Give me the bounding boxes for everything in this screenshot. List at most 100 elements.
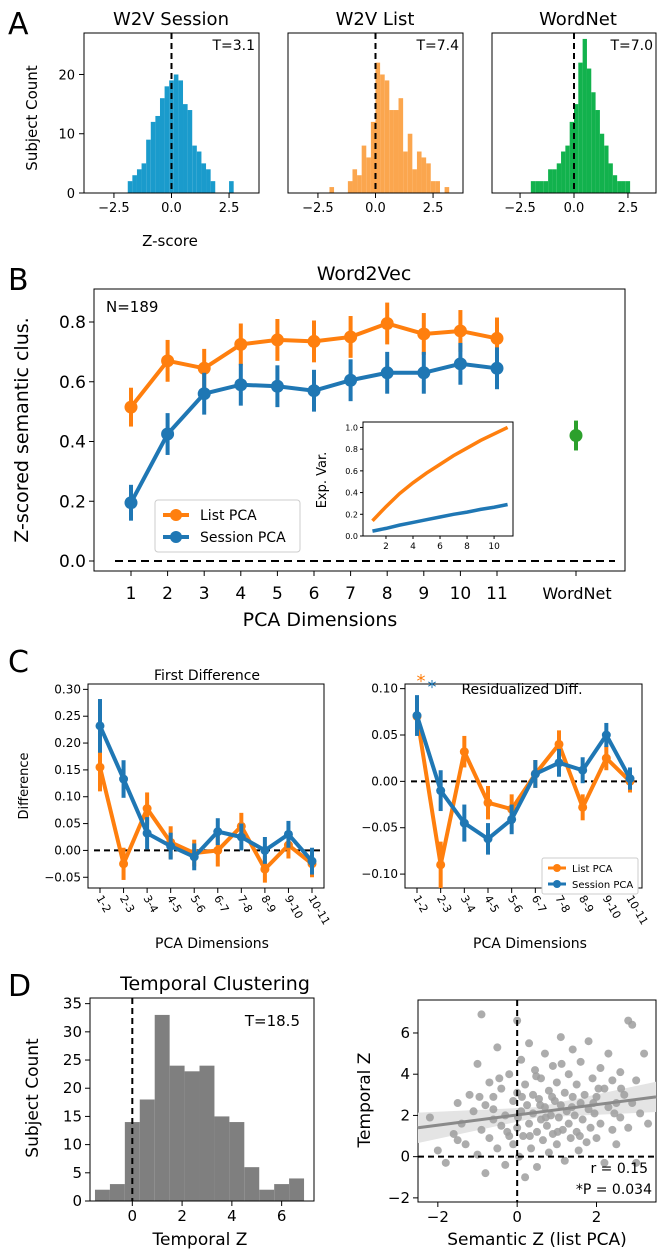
hist-bar: [214, 1116, 229, 1201]
scatter-point: [640, 1050, 648, 1058]
legend-c-session-label: Session PCA: [572, 880, 633, 891]
y-tick-label: 0.10: [371, 682, 398, 696]
scatter-point: [587, 1124, 595, 1132]
y-tick-label: 0: [72, 1192, 82, 1210]
y-tick-label: −2: [388, 1189, 410, 1207]
data-point: [308, 335, 321, 348]
y-tick-label: 25: [63, 1051, 82, 1069]
data-point: [96, 721, 105, 730]
panel-d-left-title: Temporal Clustering: [119, 973, 310, 995]
x-tick-label: 9: [418, 584, 429, 604]
panel-d-left-stat: T=18.5: [244, 1012, 300, 1030]
y-tick-label: 0.10: [54, 790, 81, 804]
data-point: [284, 830, 293, 839]
panel-d-right-p: *P = 0.034: [576, 1182, 652, 1198]
hist-bar: [170, 1066, 185, 1201]
data-point: [531, 769, 540, 778]
hist-bar: [259, 1190, 274, 1201]
data-point: [602, 754, 611, 763]
scatter-point: [497, 1122, 505, 1130]
y-tick-label: −0.05: [44, 870, 81, 884]
scatter-point: [525, 1120, 533, 1128]
hist-bar: [174, 74, 179, 193]
x-tick-label: 0: [128, 1207, 138, 1225]
hist-bar: [178, 80, 183, 193]
scatter-point: [593, 1134, 601, 1142]
scatter-point: [493, 1043, 501, 1051]
scatter-point: [442, 1159, 450, 1167]
scatter-point: [604, 1050, 612, 1058]
data-point: [213, 846, 222, 855]
hist-bar: [151, 122, 156, 193]
x-tick-label: 10: [488, 542, 500, 552]
hist-bar: [445, 187, 450, 193]
scatter-point: [589, 1074, 597, 1082]
hist-bar: [385, 80, 390, 193]
x-tick-label: 6: [309, 584, 320, 604]
hist-bar: [128, 181, 133, 193]
hist-bar: [142, 163, 147, 193]
scatter-point: [567, 1134, 575, 1142]
hist-bar: [587, 69, 591, 193]
scatter-point: [561, 1157, 569, 1165]
panel-c-left-title: First Difference: [154, 668, 260, 684]
x-tick-label: −2.5: [98, 201, 130, 216]
hist-bar: [531, 181, 535, 193]
x-tick-label: 2-3: [117, 893, 137, 915]
x-tick-label: 4: [235, 584, 246, 604]
hist-bar: [431, 181, 436, 193]
y-tick-label: 0.30: [54, 682, 81, 696]
data-point: [119, 775, 128, 784]
data-point: [454, 324, 467, 337]
hist-bar: [412, 169, 417, 193]
hist-bar: [565, 146, 569, 193]
panel-c-right-xlabel: PCA Dimensions: [473, 936, 587, 952]
scatter-point: [549, 1062, 557, 1070]
scatter-point: [571, 1111, 579, 1119]
y-tick-label: 0.15: [54, 763, 81, 777]
hist-bar: [417, 152, 422, 193]
data-point: [237, 833, 246, 842]
series-line: [100, 767, 312, 869]
scatter-point: [553, 1140, 561, 1148]
hist-bar: [211, 181, 216, 193]
data-point: [484, 834, 493, 843]
data-point: [454, 357, 467, 370]
hist-bar: [244, 1167, 259, 1201]
data-point: [578, 803, 587, 812]
hist-bar: [435, 181, 440, 193]
legend-list-label: List PCA: [200, 508, 257, 524]
data-point: [308, 857, 317, 866]
x-tick-label: 4-5: [481, 893, 501, 915]
y-tick-label: 0.05: [54, 817, 81, 831]
panel-c-right-legend: List PCA Session PCA: [542, 858, 638, 894]
data-point: [161, 354, 174, 367]
hist-bar: [609, 163, 613, 193]
x-tick-label: 4-5: [164, 893, 184, 915]
x-tick-label: −2.5: [504, 201, 536, 216]
scatter-point: [497, 1085, 505, 1093]
hist-bar: [197, 152, 202, 193]
x-tick-label: 0.0: [564, 201, 585, 216]
legend-c-session-marker: [553, 880, 561, 888]
hist-bar: [399, 98, 404, 193]
x-tick-label: 2: [592, 1208, 602, 1226]
y-tick-label: 0.8: [59, 313, 86, 333]
data-point: [308, 384, 321, 397]
scatter-point: [532, 1072, 540, 1080]
scatter-point: [596, 1120, 604, 1128]
scatter-point: [644, 1120, 652, 1128]
scatter-point: [583, 1138, 591, 1146]
data-point: [381, 366, 394, 379]
hist-bar: [621, 181, 625, 193]
scatter-point: [608, 1076, 616, 1084]
y-tick-label: 4: [400, 1065, 410, 1083]
x-tick-label: 8-9: [576, 893, 596, 915]
y-tick-label: 0.4: [345, 489, 358, 498]
legend-session-marker: [170, 531, 182, 543]
panel-d-left: Temporal Clustering T=18.5 Subject Count…: [23, 973, 314, 1250]
hist-bar: [552, 169, 556, 193]
data-point: [143, 804, 152, 813]
data-point: [491, 362, 504, 375]
hist-bar: [155, 116, 160, 193]
